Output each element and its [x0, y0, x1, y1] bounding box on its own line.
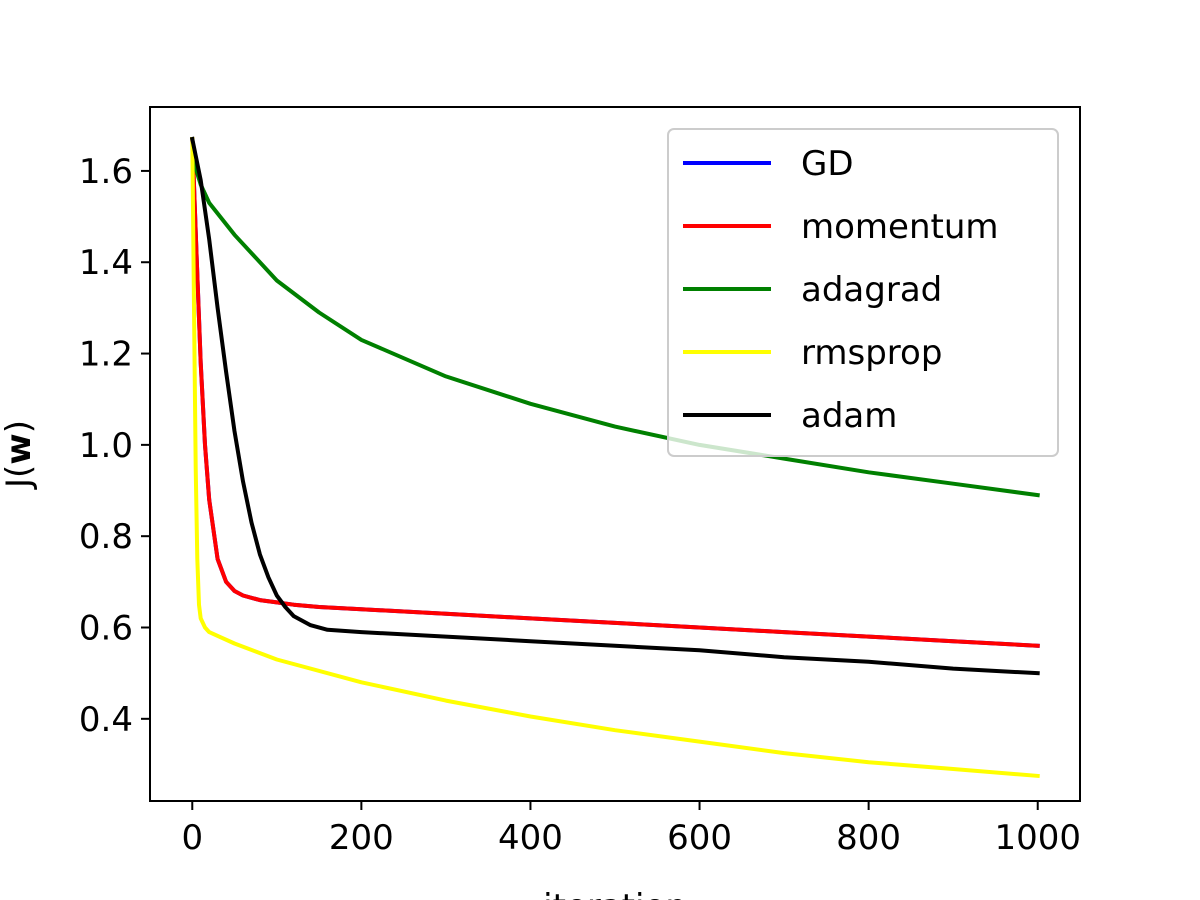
series-layer — [189, 136, 1040, 779]
y-axis-label-suffix: ) — [0, 420, 39, 433]
legend-label-adam: adam — [801, 396, 897, 436]
x-tick-label: 200 — [329, 818, 394, 858]
legend: GD momentum adagrad rmsprop adam — [667, 128, 1059, 457]
series-line-rmsprop — [190, 136, 1040, 779]
x-tick-label: 800 — [836, 818, 901, 858]
legend-label-momentum: momentum — [801, 207, 999, 247]
y-tick-label: 0.6 — [79, 609, 133, 649]
legend-label-gd: GD — [801, 144, 854, 184]
y-tick-label: 0.8 — [79, 517, 133, 557]
y-axis-label-bold: w — [0, 433, 39, 464]
y-tick-label: 1.6 — [79, 152, 133, 192]
x-tick-label: 1000 — [994, 818, 1081, 858]
y-axis-ticks: 0.4 0.6 0.8 1.0 1.2 1.4 1.6 — [79, 152, 150, 740]
y-tick-label: 1.0 — [79, 426, 133, 466]
legend-label-rmsprop: rmsprop — [801, 333, 942, 373]
legend-label-adagrad: adagrad — [801, 270, 942, 310]
y-tick-label: 1.4 — [79, 243, 133, 283]
x-tick-label: 400 — [498, 818, 563, 858]
y-axis-label-prefix: J( — [0, 465, 39, 490]
series-line-adagrad — [190, 136, 1040, 498]
x-axis-label: iteration — [543, 887, 687, 900]
series-line-adam — [189, 136, 1040, 676]
plot-frame — [149, 106, 1081, 802]
x-tick-label: 600 — [667, 818, 732, 858]
x-axis-ticks: 0 200 400 600 800 1000 — [181, 801, 1081, 858]
x-tick-label: 0 — [181, 818, 203, 858]
legend-box — [667, 128, 1059, 457]
y-tick-label: 0.4 — [79, 700, 133, 740]
y-axis-label: J(w) — [0, 420, 39, 490]
y-tick-label: 1.2 — [79, 335, 133, 375]
series-line-momentum — [190, 136, 1040, 648]
